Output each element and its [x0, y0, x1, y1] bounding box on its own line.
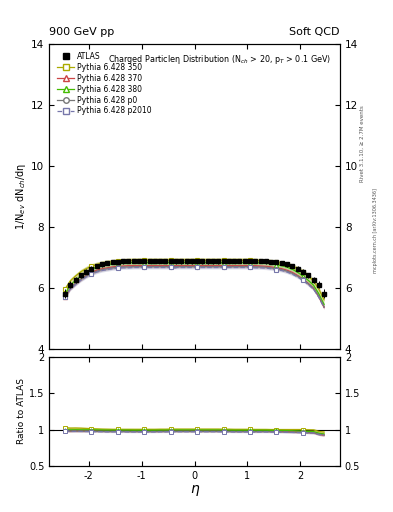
Legend: ATLAS, Pythia 6.428 350, Pythia 6.428 370, Pythia 6.428 380, Pythia 6.428 p0, Py: ATLAS, Pythia 6.428 350, Pythia 6.428 37… — [56, 50, 153, 117]
Text: ATLAS_2010_S8918562: ATLAS_2010_S8918562 — [150, 259, 239, 268]
Text: mcplots.cern.ch [arXiv:1306.3436]: mcplots.cern.ch [arXiv:1306.3436] — [373, 188, 378, 273]
Y-axis label: Ratio to ATLAS: Ratio to ATLAS — [17, 378, 26, 444]
Text: Rivet 3.1.10, ≥ 2.7M events: Rivet 3.1.10, ≥ 2.7M events — [360, 105, 365, 182]
Text: Charged Particleη Distribution (N$_{ch}$ > 20, p$_{T}$ > 0.1 GeV): Charged Particleη Distribution (N$_{ch}$… — [108, 53, 331, 66]
Text: Soft QCD: Soft QCD — [290, 27, 340, 37]
Text: 900 GeV pp: 900 GeV pp — [49, 27, 114, 37]
X-axis label: η: η — [190, 482, 199, 496]
Y-axis label: 1/N$_{ev}$ dN$_{ch}$/dη: 1/N$_{ev}$ dN$_{ch}$/dη — [14, 162, 28, 230]
